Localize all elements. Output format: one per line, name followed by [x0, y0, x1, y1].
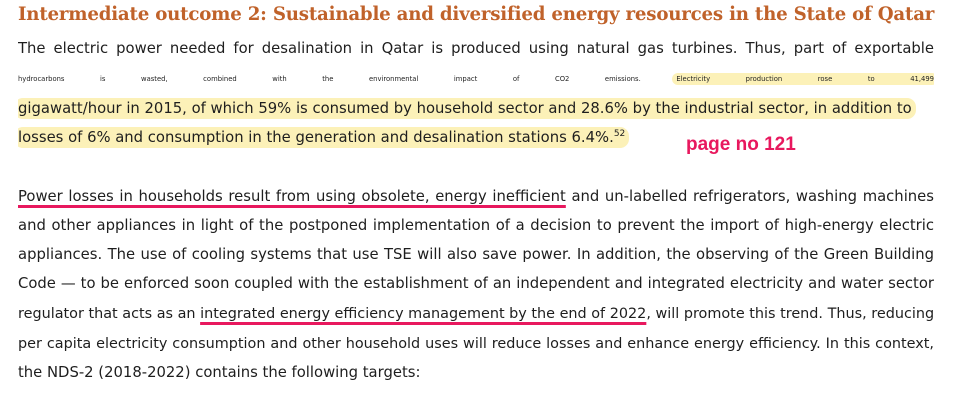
highlighted-text-content: losses of 6% and consumption in the gene… [18, 129, 614, 146]
highlighted-text: Electricity production rose to 41,499 [672, 73, 934, 85]
paragraph-1-line-1: The electric power needed for desalinati… [18, 40, 934, 57]
paragraph-1-line-2-text: hydrocarbons is wasted, combined with th… [18, 75, 641, 83]
highlighted-text: gigawatt/hour in 2015, of which 59% is c… [18, 98, 916, 119]
paragraph-1-line-2: hydrocarbons is wasted, combined with th… [18, 68, 934, 90]
paragraph-2-line-6: per capita electricity consumption and o… [18, 336, 934, 352]
paragraph-2-line-1-rest: and un-labelled refrigerators, washing m… [565, 188, 934, 205]
paragraph-2-line-7: the NDS-2 (2018-2022) contains the follo… [18, 364, 421, 381]
paragraph-2-line-5-before: regulator that acts as an [18, 306, 201, 322]
section-heading: Intermediate outcome 2: Sustainable and … [18, 4, 935, 25]
paragraph-1-line-3: gigawatt/hour in 2015, of which 59% is c… [18, 98, 934, 120]
paragraph-2-line-2: and other appliances in light of the pos… [18, 217, 934, 234]
paragraph-2-line-4: Code — to be enforced soon coupled with … [18, 275, 934, 292]
paragraph-2-line-3: appliances. The use of cooling systems t… [18, 246, 934, 263]
underlined-text: integrated energy efficiency management … [200, 306, 647, 322]
paragraph-1-line-4: losses of 6% and consumption in the gene… [18, 127, 934, 149]
highlighted-text: losses of 6% and consumption in the gene… [18, 127, 630, 148]
page-number-annotation: page no 121 [686, 134, 796, 155]
underlined-text: Power losses in households result from u… [18, 188, 566, 205]
footnote-reference: 52 [613, 129, 626, 140]
paragraph-2-line-5-after: , will promote this trend. Thus, reducin… [646, 306, 934, 322]
paragraph-2-line-5: regulator that acts as an integrated ene… [18, 303, 934, 325]
paragraph-2-line-1: Power losses in households result from u… [18, 186, 934, 208]
